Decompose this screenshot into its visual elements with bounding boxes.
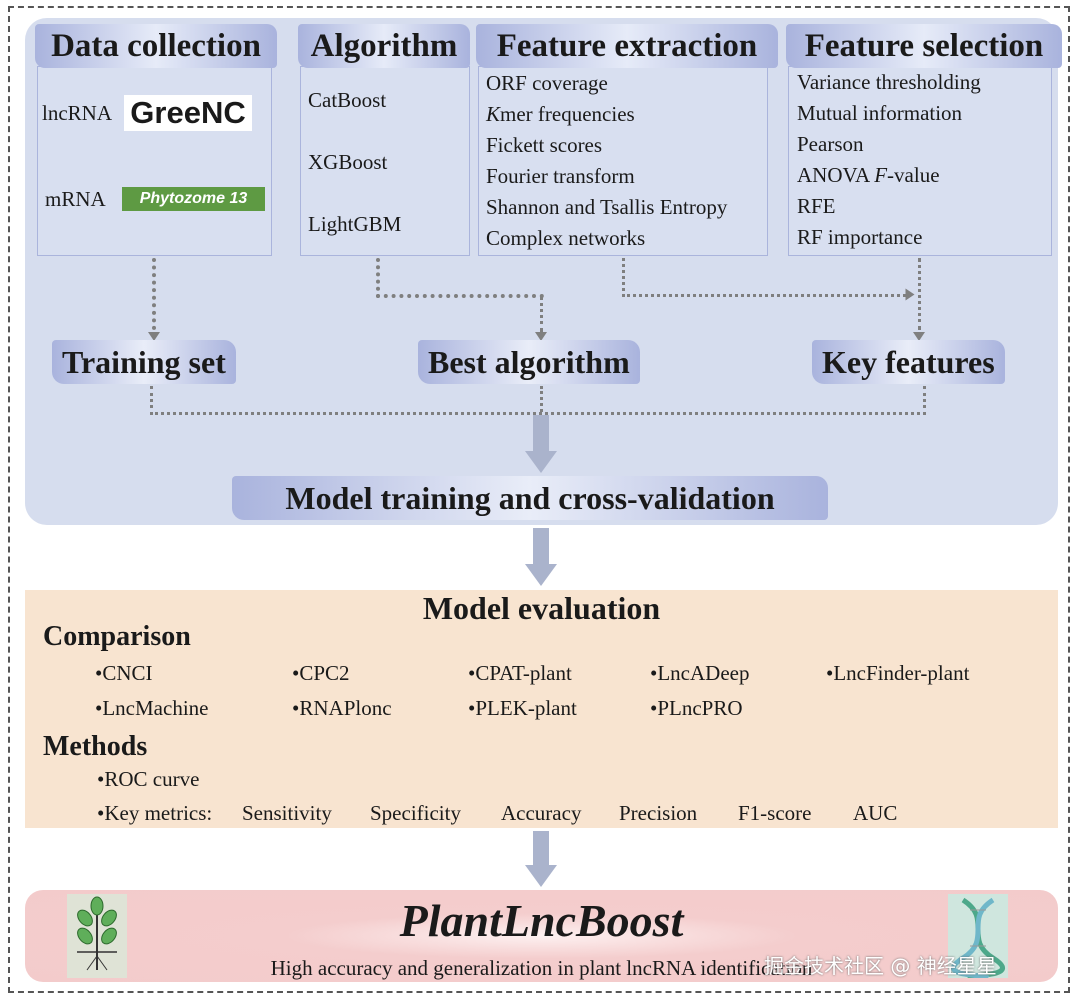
tool-item: •CNCI — [95, 661, 153, 685]
tool-name: CPC2 — [299, 661, 350, 685]
anova-f: F — [874, 163, 888, 187]
phytozome-logo: Phytozome 13 — [122, 187, 265, 211]
outer-border — [8, 6, 1070, 993]
tool-name: PLncPRO — [657, 696, 743, 720]
feature-item: Kmer frequencies — [486, 99, 727, 130]
selection-item: RF importance — [797, 225, 923, 249]
anova-text: ANOVA — [797, 163, 875, 187]
connector-line — [540, 386, 543, 412]
arrowhead — [905, 288, 915, 301]
greenc-logo: GreeNC — [124, 95, 252, 131]
lncrna-label: lncRNA — [42, 101, 112, 125]
metric: AUC — [853, 801, 898, 825]
feature-extraction-box — [478, 66, 768, 256]
tool-item: •CPAT-plant — [468, 661, 572, 685]
metric: Sensitivity — [242, 801, 332, 825]
arrowhead — [535, 332, 547, 341]
metric: Accuracy — [501, 801, 582, 825]
tool-name: LncADeep — [657, 661, 750, 685]
selection-item: ANOVA F-value — [797, 160, 981, 191]
tool-item: •PLEK-plant — [468, 696, 577, 720]
tool-name: RNAPlonc — [299, 696, 392, 720]
metric: F1-score — [738, 801, 812, 825]
plant-icon — [67, 894, 127, 978]
tool-item: •RNAPlonc — [292, 696, 392, 720]
feature-item: ORF coverage — [486, 71, 608, 95]
model-training-label: Model training and cross-validation — [232, 476, 828, 520]
flow-arrow — [525, 415, 557, 473]
algorithm-item: CatBoost — [308, 88, 387, 112]
flow-arrow — [525, 528, 557, 586]
header-feature-extraction: Feature extraction — [476, 24, 778, 68]
header-feature-selection: Feature selection — [786, 24, 1062, 68]
tool-name: PLEK-plant — [475, 696, 577, 720]
tool-item: •LncFinder-plant — [826, 661, 970, 685]
feature-item: Fourier transform — [486, 164, 635, 188]
best-algorithm-label: Best algorithm — [418, 340, 640, 384]
tool-item: •CPC2 — [292, 661, 350, 685]
selection-item: Variance thresholding — [797, 70, 981, 94]
feature-item: Shannon and Tsallis Entropy — [486, 195, 728, 219]
feature-item: Fickett scores — [486, 133, 603, 157]
metrics-label: Key metrics: — [104, 801, 213, 825]
tool-name: CPAT-plant — [475, 661, 572, 685]
evaluation-panel — [25, 590, 1058, 828]
result-panel — [25, 890, 1058, 982]
tool-item: •LncADeep — [650, 661, 750, 685]
arrowhead — [148, 332, 160, 341]
metric: Specificity — [370, 801, 461, 825]
merge-connector — [150, 386, 926, 415]
flow-arrow — [525, 831, 557, 887]
tool-name: CNCI — [102, 661, 153, 685]
selection-item: Mutual information — [797, 101, 963, 125]
tool-item: •LncMachine — [95, 696, 209, 720]
roc-text: ROC curve — [104, 767, 200, 791]
anova-suffix: -value — [887, 163, 940, 187]
mrna-label: mRNA — [45, 187, 106, 211]
selection-item: Pearson — [797, 132, 864, 156]
connector-line — [540, 296, 543, 332]
result-title: PlantLncBoost — [399, 895, 684, 946]
connector-line — [918, 258, 921, 330]
tool-name: LncFinder-plant — [833, 661, 970, 685]
evaluation-title: Model evaluation — [422, 590, 661, 626]
algorithm-item: LightGBM — [308, 212, 402, 236]
tool-item: •PLncPRO — [650, 696, 743, 720]
connector-line — [152, 258, 156, 330]
dna-icon — [948, 894, 1008, 981]
kmer-prefix: K — [486, 102, 501, 126]
selection-item: RFE — [797, 194, 836, 218]
arrowhead — [913, 332, 925, 341]
method-item: •Key metrics: — [97, 801, 213, 825]
key-features-label: Key features — [812, 340, 1005, 384]
kmer-text: mer frequencies — [500, 102, 635, 126]
feature-selection-box — [788, 66, 1052, 256]
training-set-label: Training set — [52, 340, 236, 384]
metric: Precision — [619, 801, 698, 825]
connector-line — [622, 258, 911, 297]
header-algorithm: Algorithm — [298, 24, 470, 68]
result-subtitle: High accuracy and generalization in plan… — [270, 956, 813, 980]
watermark: 掘金技术社区 @ 神经星星 — [764, 954, 997, 978]
tool-name: LncMachine — [102, 696, 209, 720]
feature-item: Complex networks — [486, 226, 646, 250]
connector-line — [376, 258, 544, 298]
header-data-collection: Data collection — [35, 24, 277, 68]
algorithm-item: XGBoost — [308, 150, 388, 174]
algorithm-box — [300, 66, 470, 256]
methods-label: Methods — [43, 731, 148, 762]
comparison-label: Comparison — [43, 621, 191, 652]
method-item: •ROC curve — [97, 767, 200, 791]
